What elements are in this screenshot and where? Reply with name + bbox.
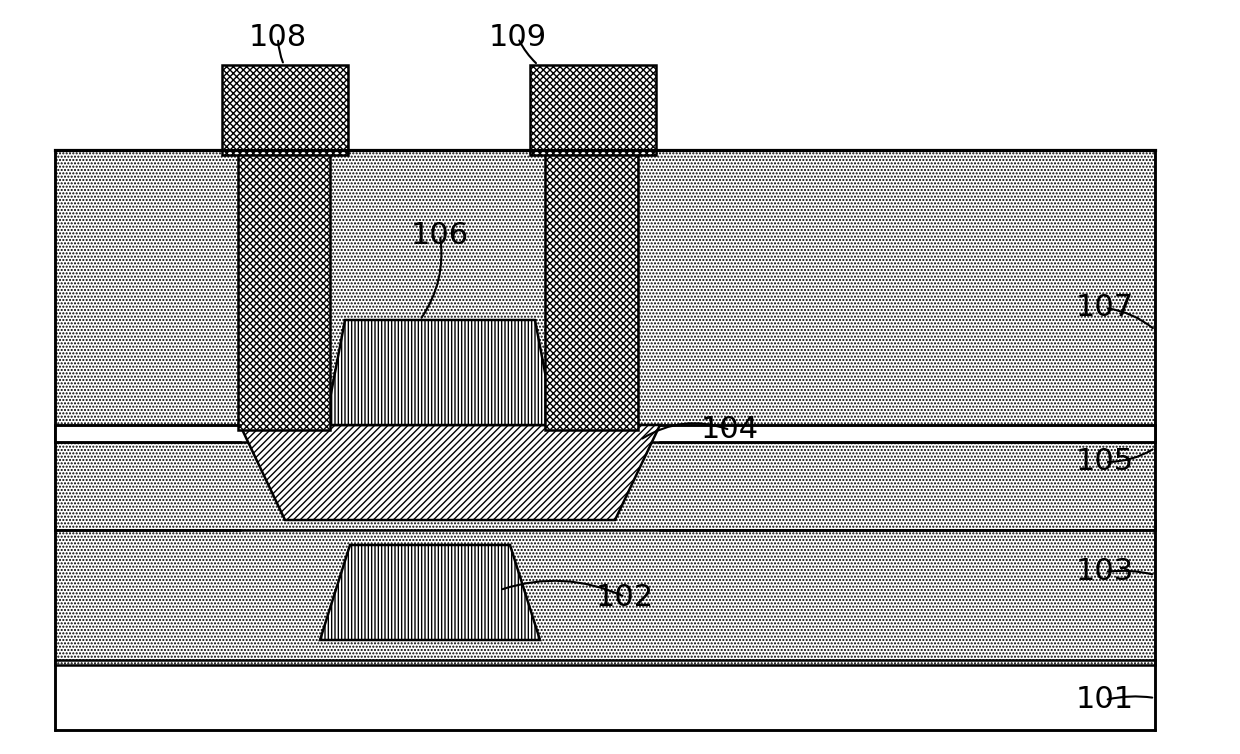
Text: 106: 106	[410, 220, 469, 250]
Bar	[222, 65, 348, 155]
Text: 105: 105	[1076, 448, 1135, 477]
Text: 108: 108	[249, 23, 308, 53]
Text: 107: 107	[1076, 293, 1135, 323]
Text: 101: 101	[1076, 685, 1135, 715]
Polygon shape	[241, 425, 660, 520]
Polygon shape	[546, 150, 639, 430]
Text: 109: 109	[489, 23, 547, 53]
Polygon shape	[325, 320, 556, 425]
Text: 102: 102	[596, 583, 653, 611]
Text: 103: 103	[1076, 557, 1135, 587]
Bar	[55, 660, 1154, 730]
Polygon shape	[238, 150, 330, 430]
Bar	[55, 150, 1154, 530]
Polygon shape	[320, 545, 539, 640]
Bar	[529, 65, 656, 155]
Text: 104: 104	[701, 415, 759, 445]
Bar	[55, 520, 1154, 665]
Bar	[55, 425, 1154, 442]
